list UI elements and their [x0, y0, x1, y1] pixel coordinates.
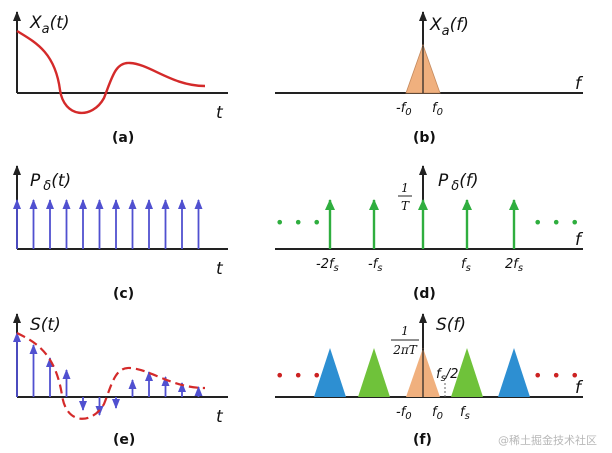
panel-a-y-label: Xa(t) [29, 13, 70, 37]
panel-f-frac-num: 1 [401, 324, 409, 338]
panel-d-frac-num: 1 [401, 181, 409, 195]
panel-f-tick-neg-f0: -f0 [396, 405, 412, 422]
panel-e-x-label: t [216, 407, 224, 427]
panel-f: • • • • • • 1 2πT S(f) fs/2 f -f0 f0 fs … [275, 313, 584, 448]
panel-a-x-label: t [216, 103, 224, 123]
impulse-train [13, 199, 203, 249]
panel-d-frac-den: T [401, 199, 410, 213]
spectrum-replica-pos1 [451, 348, 483, 397]
sampled-impulses [13, 332, 203, 416]
panel-d-tick-label: 2fs [505, 257, 523, 274]
panel-f-right-dots: • • • [533, 366, 581, 385]
spectrum-replica-neg1 [358, 348, 390, 397]
panel-d-caption: (d) [413, 286, 436, 302]
panel-f-caption: (f) [413, 432, 432, 448]
panel-c-x-label: t [216, 259, 224, 279]
panel-d-tick-labels: -2fs -fs fs 2fs [316, 257, 523, 274]
tick-neg-f0: -f0 [396, 101, 412, 118]
panel-f-left-dots: • • • [275, 366, 323, 385]
spectrum-impulses [325, 199, 519, 249]
panel-f-tick-fs: fs [460, 405, 470, 422]
continuous-signal-curve [16, 29, 206, 114]
panel-f-y-label: S(f) [436, 315, 466, 335]
panel-a-caption: (a) [112, 130, 134, 146]
panel-f-frac-den: 2πT [392, 343, 418, 357]
spectrum-replica-neg2 [314, 348, 346, 397]
panel-d-right-dots: • • • [533, 213, 581, 232]
panel-c-caption: (c) [113, 286, 134, 302]
spectrum-replica-pos2 [498, 348, 530, 397]
tick-pos-f0: f0 [432, 101, 443, 118]
panel-d-tick-label: -fs [368, 257, 383, 274]
watermark: @稀土掘金技术社区 [498, 433, 597, 447]
panel-a: Xa(t) t (a) [13, 11, 228, 146]
panel-d-x-label: f [575, 230, 584, 250]
panel-e-y-label: S(t) [30, 315, 61, 335]
panel-e-caption: (e) [113, 432, 135, 448]
panel-d-tick-label: fs [461, 257, 471, 274]
panel-b-caption: (b) [413, 130, 436, 146]
panel-d-left-dots: • • • [275, 213, 323, 232]
half-sampling-label: fs/2 [436, 367, 458, 384]
panel-b-y-label: Xa(f) [429, 15, 469, 39]
panel-b: Xa(f) f -f0 f0 (b) [275, 11, 584, 146]
panel-f-x-label: f [575, 378, 584, 398]
panel-b-x-label: f [575, 74, 584, 94]
panel-e: S(t) t (e) [13, 313, 228, 448]
panel-f-tick-pos-f0: f0 [432, 405, 443, 422]
dashed-envelope-curve [16, 332, 206, 420]
panel-d-tick-label: -2fs [316, 257, 339, 274]
